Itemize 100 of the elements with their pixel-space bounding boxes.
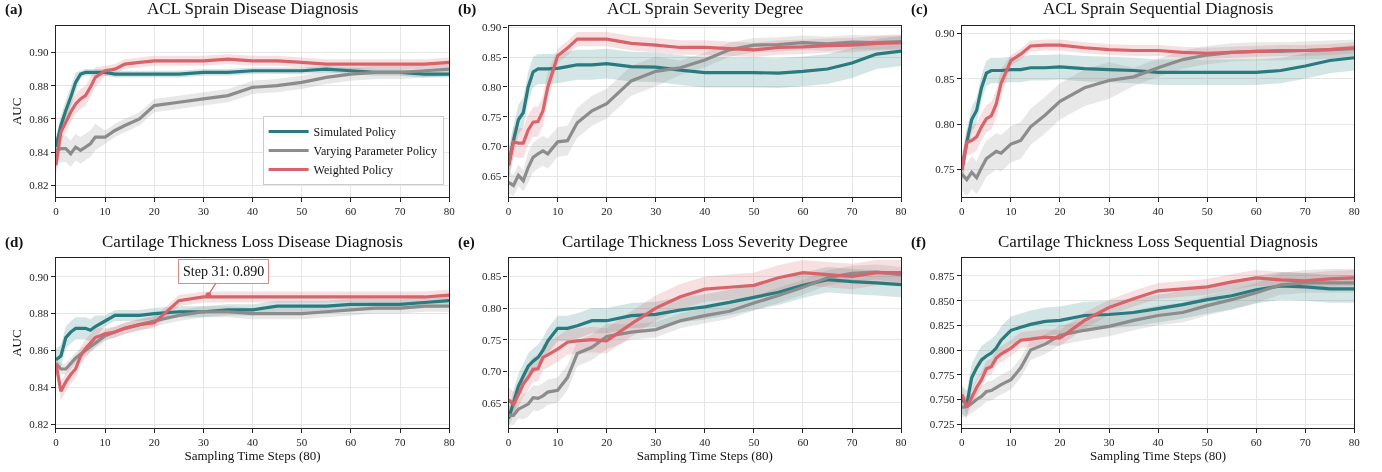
y-tick-label: 0.750: [929, 393, 956, 406]
x-tick-label: 0: [959, 205, 966, 218]
x-tick-label: 50: [1201, 436, 1214, 449]
x-tick-label: 80: [1348, 436, 1361, 449]
x-tick-label: 80: [1348, 205, 1361, 218]
y-tick-label: 0.80: [935, 117, 956, 130]
x-tick-label: 0: [53, 205, 60, 218]
x-tick-label: 0: [959, 436, 966, 449]
x-tick-label: 70: [846, 436, 859, 449]
y-tick-label: 0.80: [481, 301, 502, 314]
legend-label: Weighted Policy: [313, 163, 393, 178]
y-tick-label: 0.82: [29, 179, 49, 192]
x-tick-label: 80: [895, 436, 908, 449]
chart-title: ACL Sprain Sequential Diagnosis: [1043, 0, 1274, 18]
x-axis-title: Sampling Time Steps (80): [184, 448, 321, 464]
text: (d): [5, 234, 24, 251]
x-tick-label: 40: [1152, 205, 1165, 218]
x-tick-label: 50: [296, 205, 308, 218]
x-axis-title: Sampling Time Steps (80): [1090, 448, 1227, 464]
y-tick-label: 0.90: [935, 27, 956, 40]
x-tick-label: 50: [296, 436, 308, 449]
y-tick-label: 0.875: [929, 269, 956, 282]
x-tick-label: 30: [1103, 436, 1116, 449]
y-tick-label: 0.86: [29, 112, 50, 125]
x-tick-label: 60: [797, 205, 809, 218]
x-tick-label: 60: [1250, 205, 1263, 218]
y-tick-label: 0.86: [29, 344, 50, 357]
y-tick-label: 0.70: [481, 140, 502, 153]
y-tick-label: 0.85: [481, 270, 502, 283]
x-tick-label: 40: [247, 205, 259, 218]
x-tick-label: 70: [1299, 205, 1312, 218]
x-tick-label: 50: [748, 436, 760, 449]
x-tick-label: 60: [797, 436, 809, 449]
y-tick-label: 0.75: [935, 163, 956, 176]
y-tick-label: 0.70: [481, 365, 502, 378]
x-tick-label: 50: [1201, 205, 1214, 218]
x-tick-label: 10: [552, 205, 564, 218]
y-tick-label: 0.90: [481, 21, 502, 33]
text: (a): [5, 1, 23, 18]
x-tick-label: 30: [197, 205, 210, 218]
x-tick-label: 70: [1299, 436, 1312, 449]
y-tick-label: 0.80: [481, 80, 502, 93]
x-tick-label: 70: [394, 205, 406, 218]
y-tick-label: 0.88: [29, 307, 50, 320]
x-tick-label: 0: [505, 436, 512, 449]
chart-title: ACL Sprain Severity Degree: [607, 0, 804, 18]
x-tick-label: 30: [650, 205, 662, 218]
x-tick-label: 50: [748, 205, 760, 218]
y-tick-label: 0.85: [935, 72, 956, 85]
x-tick-label: 10: [99, 436, 112, 449]
x-tick-label: 10: [552, 436, 564, 449]
x-tick-label: 20: [601, 205, 613, 218]
text: (c): [911, 1, 928, 18]
x-tick-label: 20: [1054, 436, 1066, 449]
y-tick-label: 0.65: [481, 170, 502, 183]
y-tick-label: 0.775: [929, 368, 956, 381]
x-tick-label: 30: [650, 436, 662, 449]
x-tick-label: 60: [345, 205, 357, 218]
y-tick-label: 0.84: [29, 381, 50, 394]
y-tick-label: 0.65: [481, 396, 502, 409]
x-tick-label: 0: [53, 436, 60, 449]
y-tick-label: 0.75: [481, 110, 502, 123]
chart-title: Cartilage Thickness Loss Severity Degree: [562, 232, 848, 251]
x-tick-label: 80: [443, 205, 456, 218]
x-tick-label: 60: [345, 436, 357, 449]
chart-title: Cartilage Thickness Loss Sequential Diagnosis: [998, 232, 1318, 251]
y-tick-label: 0.75: [481, 333, 502, 346]
y-tick-label: 0.90: [29, 46, 50, 59]
chart-title: ACL Sprain Disease Diagnosis: [147, 0, 359, 18]
x-tick-label: 30: [197, 436, 210, 449]
annotation: Step 31: 0.890: [183, 264, 265, 279]
x-tick-label: 10: [99, 205, 112, 218]
chart-title: Cartilage Thickness Loss Disease Diagnosis: [102, 232, 403, 251]
x-tick-label: 80: [443, 436, 456, 449]
x-tick-label: 40: [1152, 436, 1165, 449]
x-tick-label: 40: [247, 436, 259, 449]
x-tick-label: 80: [895, 205, 908, 218]
text: (b): [458, 1, 477, 18]
y-tick-label: 0.90: [29, 270, 50, 283]
y-tick-label: 0.800: [929, 343, 956, 356]
y-tick-label: 0.88: [29, 79, 50, 92]
x-tick-label: 70: [394, 436, 406, 449]
y-tick-label: 0.850: [929, 294, 956, 307]
x-tick-label: 70: [846, 205, 859, 218]
y-axis-title: AUC: [9, 97, 25, 126]
x-tick-label: 10: [1005, 205, 1017, 218]
x-tick-label: 10: [1005, 436, 1017, 449]
x-tick-label: 0: [505, 205, 512, 218]
x-tick-label: 30: [1103, 205, 1116, 218]
y-tick-label: 0.725: [929, 418, 956, 430]
x-tick-label: 20: [601, 436, 613, 449]
line-series: [55, 299, 450, 362]
y-axis-title: AUC: [9, 329, 25, 357]
x-tick-label: 20: [1054, 205, 1066, 218]
legend-label: Varying Parameter Policy: [313, 144, 437, 159]
x-tick-label: 20: [148, 205, 161, 218]
legend-label: Simulated Policy: [313, 125, 396, 140]
text: (e): [458, 234, 475, 251]
x-tick-label: 60: [1250, 436, 1263, 449]
y-tick-label: 0.825: [929, 319, 956, 332]
